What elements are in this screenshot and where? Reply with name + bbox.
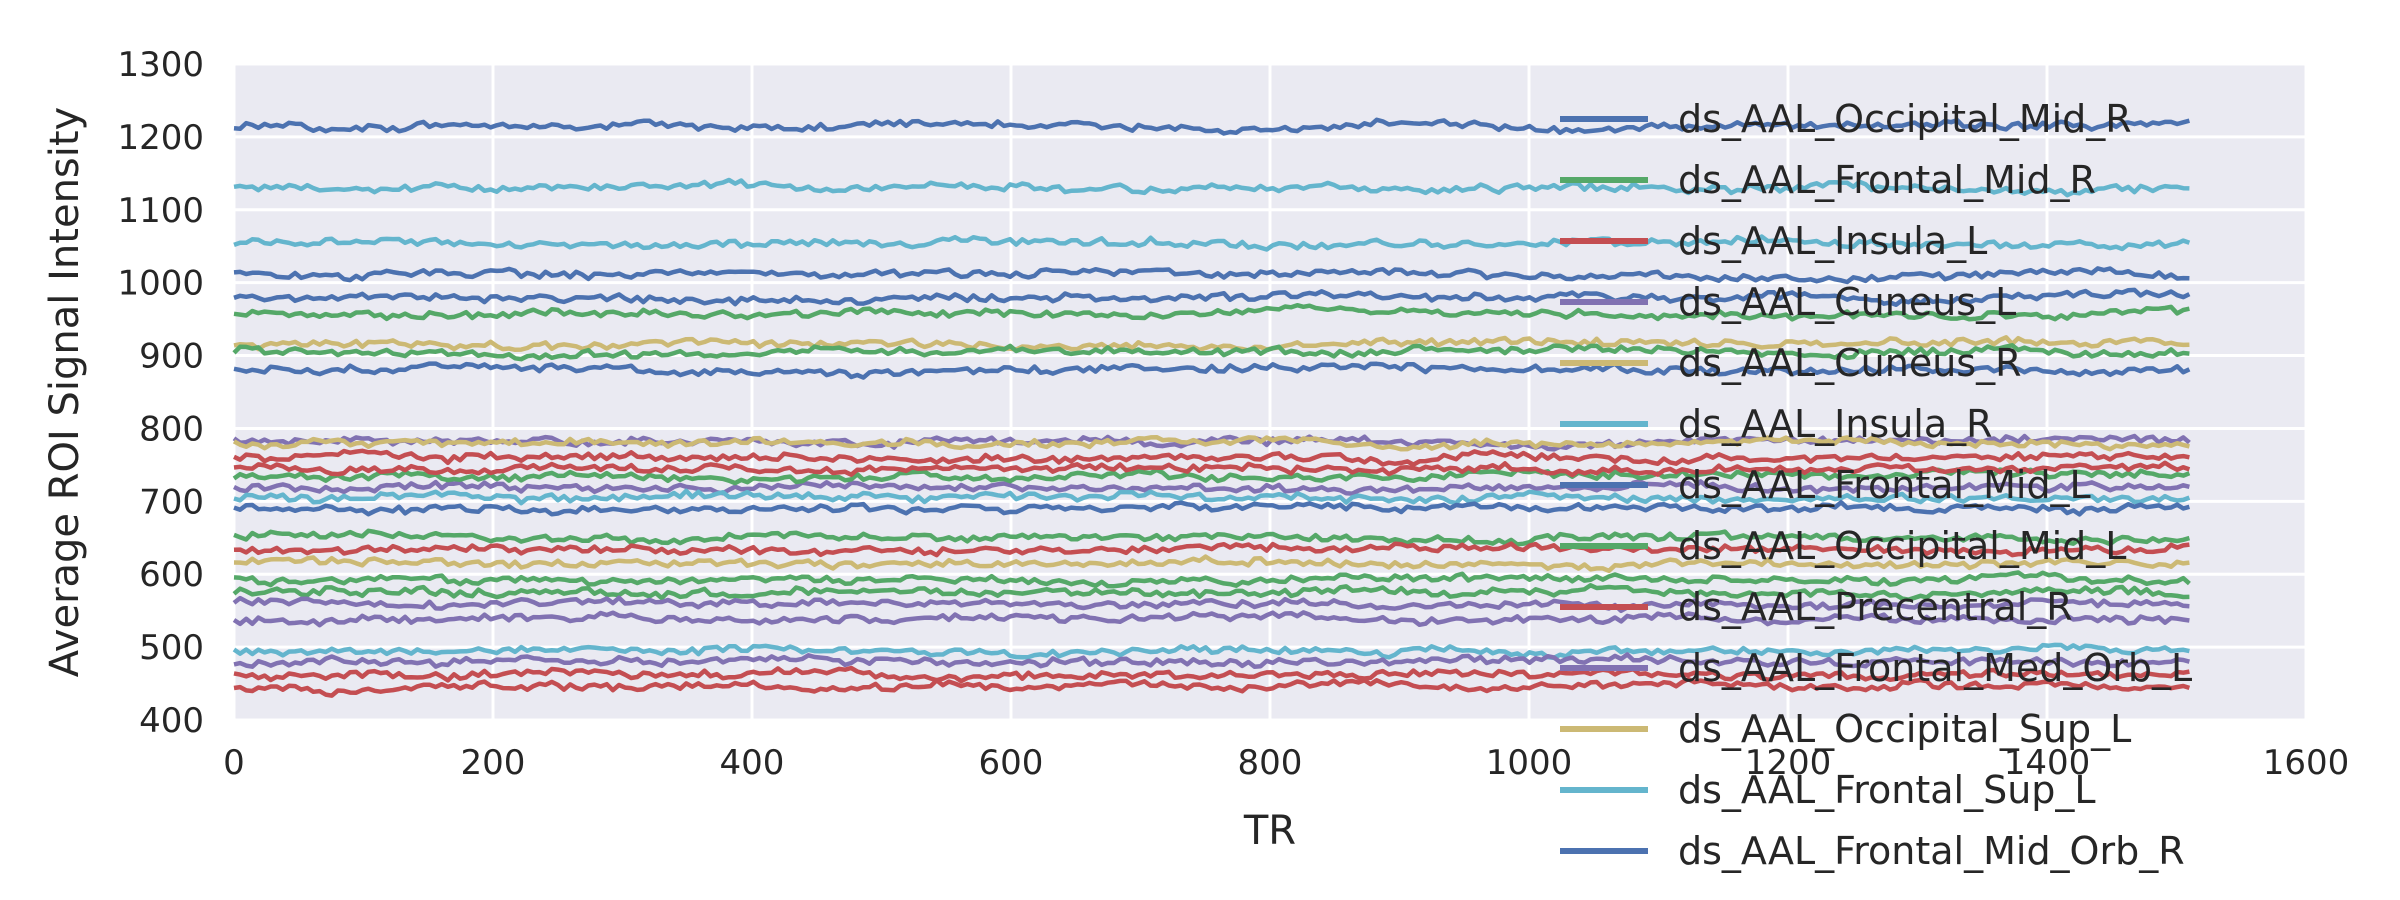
x-tick-label: 600 bbox=[979, 743, 1044, 783]
series-line bbox=[233, 652, 2191, 669]
y-tick-labels: 400 500 600 700 800 900 1000 1100 1200 1300 bbox=[117, 45, 204, 741]
series-line bbox=[233, 448, 2190, 467]
series-line bbox=[233, 335, 2190, 353]
legend-label: ds_AAL_Frontal_Med_Orb_L bbox=[1678, 646, 2192, 690]
legend-label: ds_AAL_Occipital_Sup_L bbox=[1678, 707, 2131, 751]
series-line bbox=[233, 488, 2191, 506]
x-axis-label: TR bbox=[1243, 808, 1296, 854]
series-line bbox=[233, 361, 2191, 380]
series-line bbox=[233, 554, 2190, 574]
series-line bbox=[232, 642, 2190, 661]
series-line bbox=[232, 343, 2190, 362]
series-line bbox=[233, 479, 2190, 496]
x-tick-label: 200 bbox=[461, 743, 526, 783]
series-line bbox=[232, 610, 2190, 628]
legend-label: ds_AAL_Occipital_Mid_L bbox=[1678, 524, 2126, 568]
series-line bbox=[232, 467, 2191, 486]
series-lines bbox=[232, 117, 2191, 698]
series-line bbox=[233, 500, 2191, 517]
legend-label: ds_AAL_Frontal_Mid_L bbox=[1678, 463, 2091, 507]
series-line bbox=[233, 266, 2190, 285]
series-line bbox=[233, 287, 2191, 307]
y-tick-label: 800 bbox=[139, 409, 204, 449]
y-tick-label: 700 bbox=[139, 482, 204, 522]
series-line bbox=[232, 583, 2190, 602]
series-line bbox=[232, 434, 2190, 452]
legend: ds_AAL_Occipital_Mid_R ds_AAL_Frontal_Mid… bbox=[1560, 97, 2192, 873]
series-line bbox=[233, 302, 2190, 322]
legend-label: ds_AAL_Frontal_Mid_R bbox=[1678, 158, 2096, 202]
y-tick-label: 500 bbox=[139, 628, 204, 668]
x-tick-label: 1000 bbox=[1486, 743, 1573, 783]
x-tick-label: 1200 bbox=[1745, 743, 1832, 783]
y-tick-label: 900 bbox=[139, 337, 204, 377]
x-tick-label: 1400 bbox=[2004, 743, 2091, 783]
legend-label: ds_AAL_Frontal_Mid_Orb_R bbox=[1678, 829, 2185, 873]
x-tick-label: 400 bbox=[720, 743, 785, 783]
series-line bbox=[233, 676, 2191, 698]
series-line bbox=[232, 595, 2190, 614]
series-line bbox=[233, 528, 2191, 547]
y-tick-label: 600 bbox=[139, 555, 204, 595]
y-tick-label: 1000 bbox=[117, 264, 204, 304]
grid-lines bbox=[232, 62, 2308, 722]
legend-label: ds_AAL_Cuneus_L bbox=[1678, 280, 2016, 324]
series-line bbox=[233, 177, 2190, 198]
y-tick-label: 1300 bbox=[117, 45, 204, 85]
x-tick-label: 0 bbox=[223, 743, 245, 783]
legend-label: ds_AAL_Occipital_Mid_R bbox=[1678, 97, 2132, 141]
y-tick-label: 1200 bbox=[117, 118, 204, 158]
y-tick-label: 1100 bbox=[117, 191, 204, 231]
series-line bbox=[233, 117, 2190, 136]
x-tick-label: 1600 bbox=[2263, 743, 2350, 783]
series-line bbox=[233, 570, 2191, 589]
legend-label: ds_AAL_Precentral_R bbox=[1678, 585, 2073, 629]
legend-label: ds_AAL_Insula_L bbox=[1678, 219, 1987, 263]
legend-label: ds_AAL_Insula_R bbox=[1678, 402, 1993, 446]
series-line bbox=[233, 541, 2190, 558]
y-tick-label: 400 bbox=[139, 701, 204, 741]
x-tick-label: 800 bbox=[1238, 743, 1303, 783]
y-axis-label: Average ROI Signal Intensity bbox=[42, 107, 88, 677]
legend-label: ds_AAL_Cuneus_R bbox=[1678, 341, 2022, 385]
series-line bbox=[233, 460, 2191, 478]
series-line bbox=[233, 234, 2191, 252]
x-tick-labels: 0 200 400 600 800 1000 1200 1400 1600 bbox=[223, 743, 2349, 783]
series-line bbox=[233, 665, 2190, 684]
legend-label: ds_AAL_Frontal_Sup_L bbox=[1678, 768, 2096, 812]
